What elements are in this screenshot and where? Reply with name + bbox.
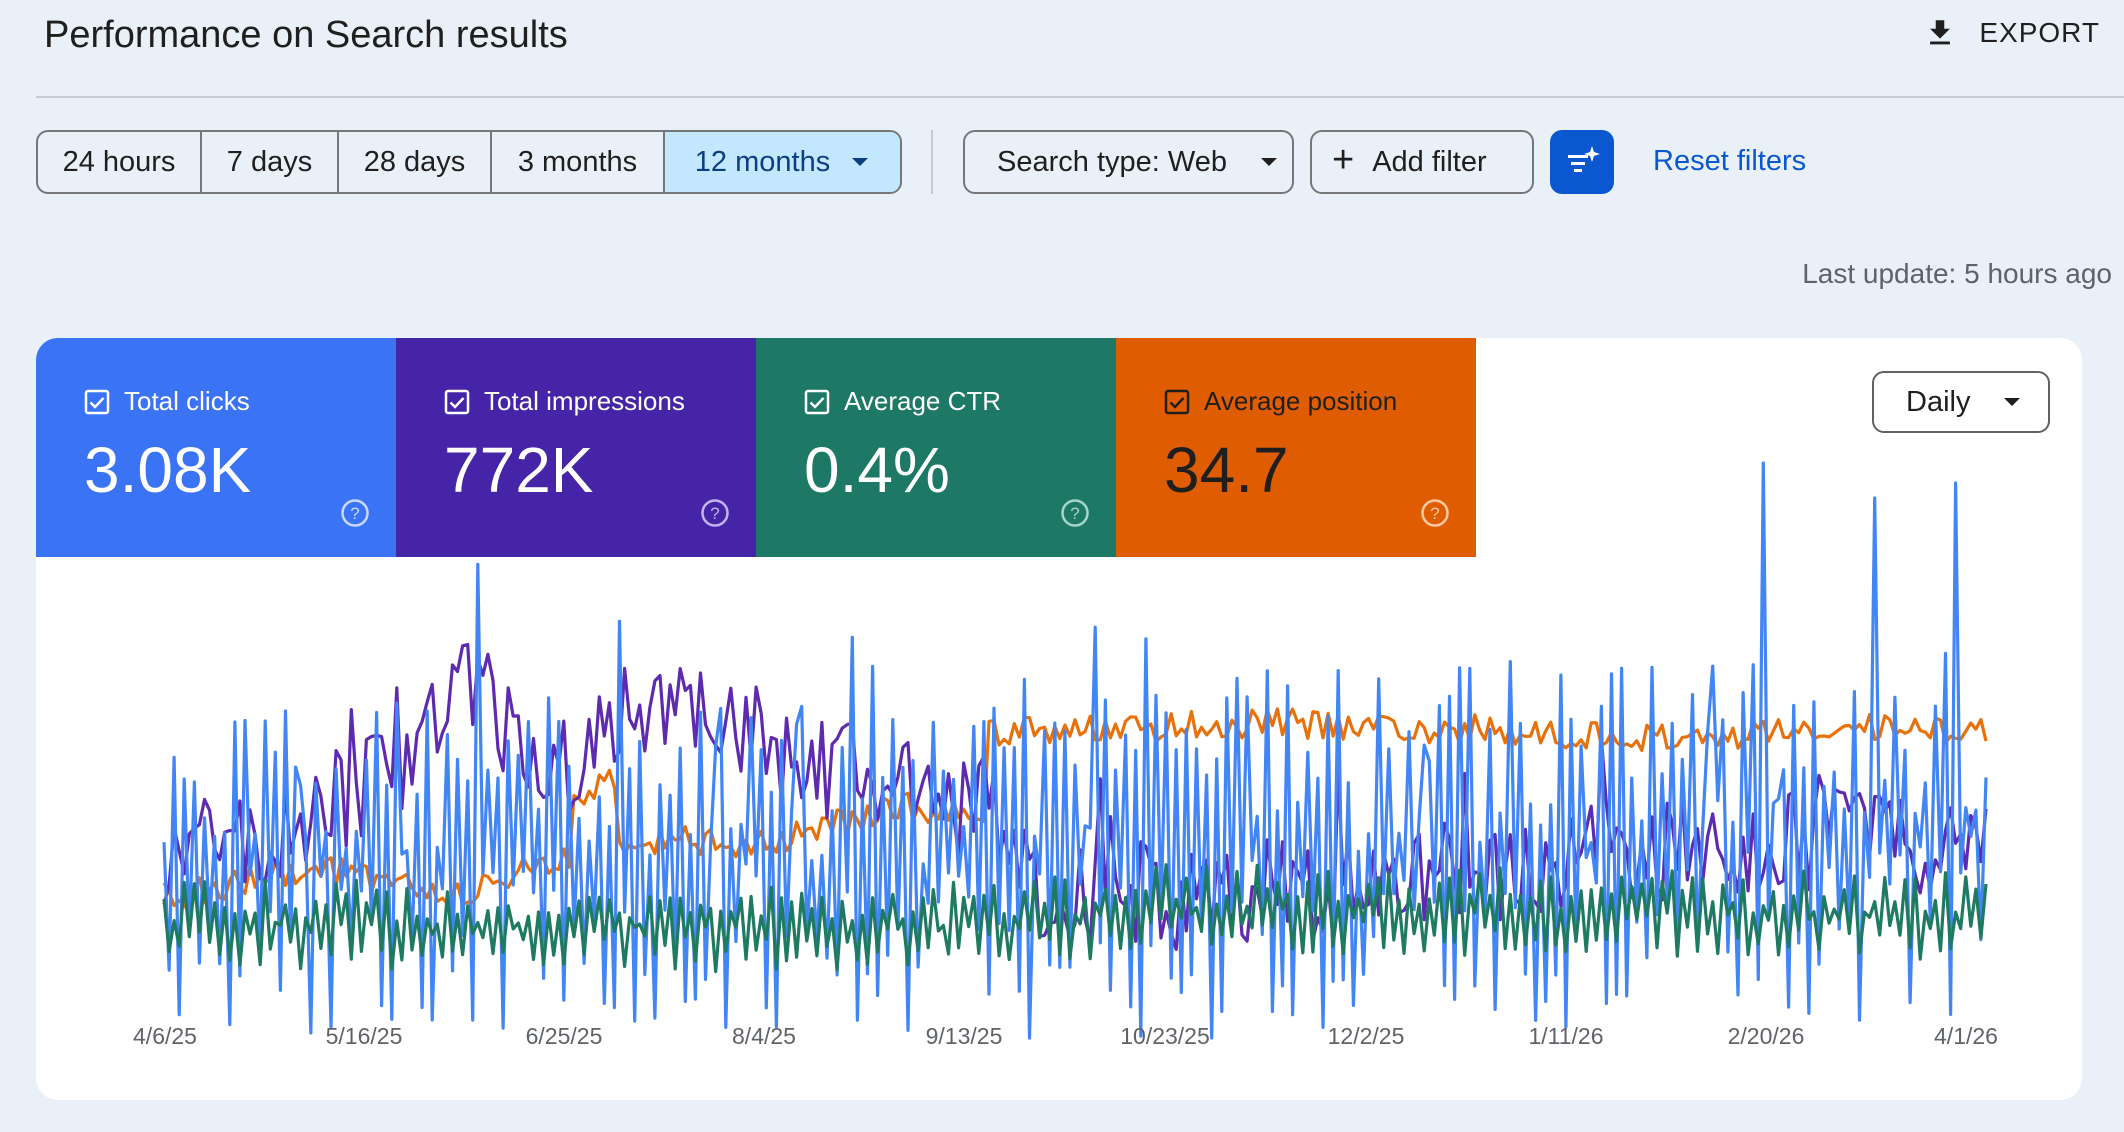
add-filter-button[interactable]: + Add filter <box>1310 130 1534 194</box>
metric-average-position[interactable]: Average position 34.7 ? <box>1116 338 1476 557</box>
search-type-dropdown[interactable]: Search type: Web <box>963 130 1294 194</box>
date-range-label: 7 days <box>226 145 313 178</box>
checkbox-checked-icon[interactable] <box>444 389 470 415</box>
metric-value: 34.7 <box>1164 434 1289 506</box>
metric-label: Average CTR <box>844 386 1002 416</box>
metric-value: 3.08K <box>84 434 252 506</box>
x-tick-label: 6/25/25 <box>526 1023 603 1049</box>
plus-icon: + <box>1332 139 1355 181</box>
reset-filters-link[interactable]: Reset filters <box>1653 145 1807 177</box>
last-update-text: Last update: 5 hours ago <box>1802 258 2112 289</box>
metric-label: Total clicks <box>124 386 250 416</box>
metric-average-ctr[interactable]: Average CTR 0.4% ? <box>756 338 1116 557</box>
date-range-3-months[interactable]: 3 months <box>492 132 665 192</box>
ai-filter-button[interactable] <box>1550 130 1614 194</box>
date-range-24-hours[interactable]: 24 hours <box>38 132 202 192</box>
svg-text:?: ? <box>1070 504 1079 523</box>
metric-total-clicks[interactable]: Total clicks 3.08K ? <box>36 338 396 557</box>
date-range-label: 24 hours <box>62 145 176 178</box>
series-line-total-clicks <box>162 461 1988 1040</box>
x-tick-label: 9/13/25 <box>926 1023 1003 1049</box>
export-button[interactable]: EXPORT <box>1923 14 2100 52</box>
x-tick-label: 4/6/25 <box>133 1023 197 1049</box>
checkbox-checked-icon[interactable] <box>1164 389 1190 415</box>
date-range-12-months[interactable]: 12 months <box>665 132 900 192</box>
performance-chart: 4/6/25 5/16/25 6/25/25 8/4/25 9/13/25 10/23/2… <box>133 461 1998 1049</box>
series-line-average-ctr <box>162 863 1988 974</box>
metric-total-impressions[interactable]: Total impressions 772K ? <box>396 338 756 557</box>
chevron-down-icon <box>2004 398 2021 406</box>
help-icon[interactable]: ? <box>700 498 730 528</box>
performance-card: Total clicks 3.08K ? Total impressions 7… <box>36 338 2082 1100</box>
svg-text:?: ? <box>1430 504 1439 523</box>
search-type-label: Search type: Web <box>997 145 1227 178</box>
svg-text:?: ? <box>350 504 359 523</box>
header-divider <box>36 96 2124 98</box>
x-tick-label: 4/1/26 <box>1934 1023 1998 1049</box>
help-icon[interactable]: ? <box>340 498 370 528</box>
export-label: EXPORT <box>1979 17 2100 48</box>
chevron-down-icon <box>1260 158 1277 166</box>
add-filter-label: Add filter <box>1372 145 1487 178</box>
date-range-selector: 24 hours 7 days 28 days 3 months 12 months <box>36 130 902 194</box>
metric-label: Total impressions <box>484 386 685 416</box>
x-tick-label: 12/2/25 <box>1328 1023 1405 1049</box>
date-range-7-days[interactable]: 7 days <box>202 132 339 192</box>
x-tick-label: 10/23/25 <box>1120 1023 1210 1049</box>
series-line-average-position <box>162 707 1988 909</box>
x-tick-label: 5/16/25 <box>326 1023 403 1049</box>
help-icon[interactable]: ? <box>1420 498 1450 528</box>
date-range-label: 12 months <box>694 145 831 178</box>
date-range-28-days[interactable]: 28 days <box>339 132 492 192</box>
metric-value: 0.4% <box>804 434 950 506</box>
chevron-down-icon <box>852 158 869 166</box>
date-range-label: 3 months <box>517 145 638 178</box>
metric-label: Average position <box>1204 386 1398 416</box>
x-tick-label: 8/4/25 <box>732 1023 796 1049</box>
help-icon[interactable]: ? <box>1060 498 1090 528</box>
page-title: Performance on Search results <box>44 14 568 56</box>
checkbox-checked-icon[interactable] <box>84 389 110 415</box>
x-tick-label: 1/11/26 <box>1528 1023 1603 1049</box>
metric-value: 772K <box>444 434 594 506</box>
date-range-label: 28 days <box>363 145 466 178</box>
granularity-label: Daily <box>1906 385 1971 418</box>
checkbox-checked-icon[interactable] <box>804 389 830 415</box>
granularity-dropdown[interactable]: Daily <box>1872 371 2050 433</box>
sparkle-filter-icon <box>1568 146 1600 172</box>
svg-text:?: ? <box>710 504 719 523</box>
toolbar-divider <box>931 130 933 194</box>
download-icon <box>1930 20 1951 45</box>
x-tick-label: 2/20/26 <box>1728 1023 1805 1049</box>
